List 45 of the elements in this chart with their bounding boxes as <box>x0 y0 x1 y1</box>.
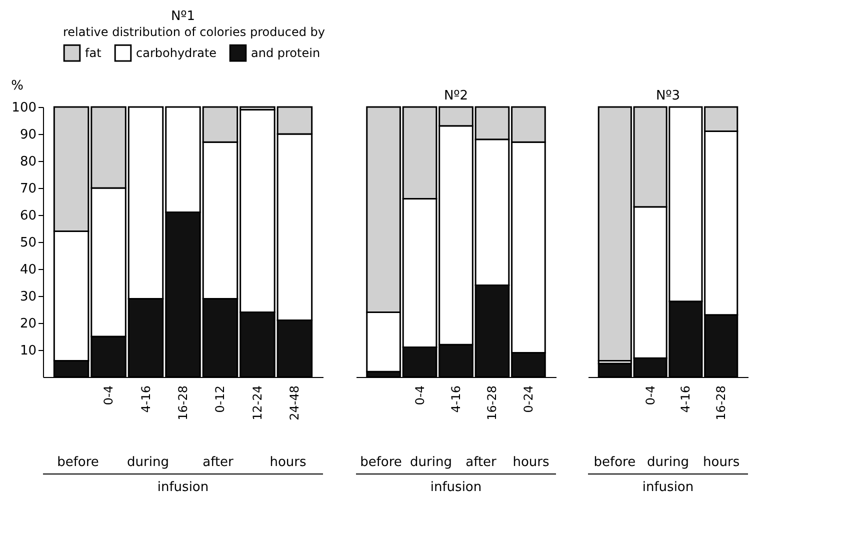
text: after <box>466 455 498 470</box>
x-tick-label: 0-24 <box>521 386 536 413</box>
y-tick-label: 100 <box>12 100 36 116</box>
y-tick-label: 30 <box>20 290 36 304</box>
y-tick-label: 60 <box>20 208 36 224</box>
text: during <box>647 455 689 470</box>
x-tick-label: 0-12 <box>213 386 228 413</box>
legend-title: relative distribution of colories produced by <box>63 25 325 39</box>
y-tick-label: 70 <box>20 182 36 196</box>
x-tick-label: 4-16 <box>449 386 463 413</box>
y-tick-label: 90 <box>20 128 36 142</box>
y-tick-label: 40 <box>20 262 36 278</box>
text: before <box>57 455 99 470</box>
legend-label: fat <box>85 46 102 60</box>
text: hours <box>512 455 550 470</box>
text: after <box>202 455 234 470</box>
x-tick-label: 0-4 <box>412 386 427 406</box>
x-axis-title: infusion <box>430 480 482 495</box>
legend-label: and protein <box>251 46 320 60</box>
x-tick-label: 4-16 <box>138 386 153 413</box>
x-tick-label: 24-48 <box>288 386 302 420</box>
y-axis-title: % <box>11 78 24 94</box>
x-tick-label: 4-16 <box>678 386 693 413</box>
x-tick-label: 0-4 <box>102 386 116 406</box>
chart-title: Nº3 <box>656 88 680 104</box>
text: hours <box>270 455 306 470</box>
x-tick-label: 16-28 <box>485 386 500 420</box>
x-tick-label: 16-28 <box>714 386 728 420</box>
x-axis-title: infusion <box>642 480 694 495</box>
chart-title: Nº2 <box>444 88 468 104</box>
legend-label: carbohydrate <box>136 46 217 60</box>
x-axis-title: infusion <box>157 480 209 495</box>
text: during <box>127 455 169 470</box>
y-tick-label: 50 <box>20 236 36 250</box>
y-tick-label: 10 <box>20 344 36 358</box>
x-tick-label: 16-28 <box>176 386 190 420</box>
x-tick-label: 0-4 <box>643 386 658 406</box>
x-tick-label: 12-24 <box>250 386 264 420</box>
chart-title: Nº1 <box>170 9 196 24</box>
y-tick-label: 20 <box>20 316 36 332</box>
text: before <box>360 455 402 470</box>
text: hours <box>703 455 740 470</box>
y-tick-label: 80 <box>20 154 36 170</box>
text: before <box>594 455 636 470</box>
text: during <box>410 455 452 470</box>
